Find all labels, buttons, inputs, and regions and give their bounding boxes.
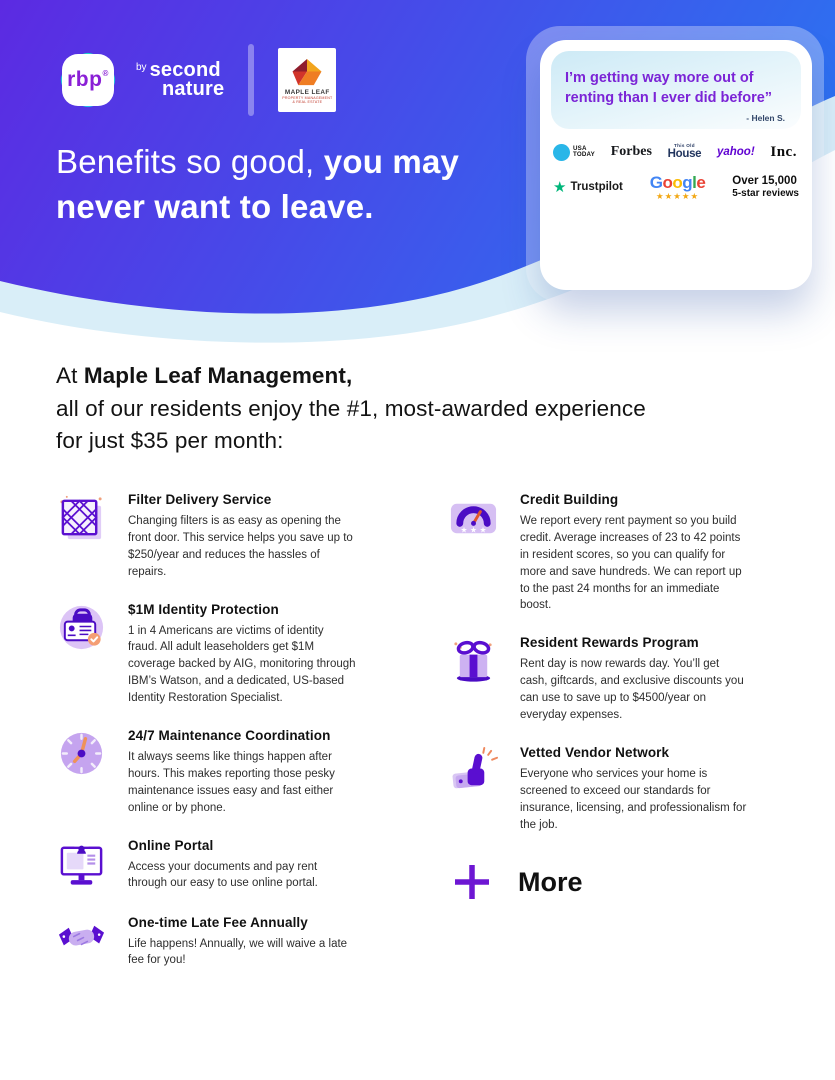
- review-count: Over 15,000 5-star reviews: [732, 174, 799, 200]
- google-reviews-logo: Google ★★★★★: [650, 174, 706, 202]
- benefits-column-right: ★ ★ ★ Credit Building We report every re…: [448, 492, 758, 902]
- intro-brand-name: Maple Leaf Management,: [83, 363, 353, 388]
- by-label: by: [136, 62, 147, 73]
- rbp-logo-inner: rbp®: [62, 54, 114, 106]
- svg-text:★ ★ ★: ★ ★ ★: [460, 526, 486, 535]
- usa-today-text: USA TODAY: [573, 144, 595, 159]
- benefit-title: Filter Delivery Service: [128, 492, 272, 507]
- more-label: More: [518, 866, 583, 897]
- gift-icon: [448, 635, 499, 724]
- benefit-title: One-time Late Fee Annually: [128, 914, 308, 930]
- more-benefits: More: [448, 862, 758, 902]
- benefit-body: Access your documents and pay rent throu…: [128, 860, 318, 890]
- quote-area: I’m getting way more out of renting than …: [551, 51, 801, 129]
- media-logos-row: USA TODAY Forbes This Old House yahoo! In…: [551, 129, 801, 161]
- headline-bold-1: you may: [323, 143, 460, 180]
- trustpilot-star-icon: ★: [553, 178, 567, 197]
- testimonial-card: I’m getting way more out of renting than …: [540, 40, 812, 290]
- yahoo-logo: yahoo!: [716, 146, 755, 159]
- benefit-body: Everyone who services your home is scree…: [520, 767, 747, 831]
- second-nature-logo: by second nature: [136, 59, 225, 100]
- testimonial-attribution: - Helen S.: [746, 112, 785, 123]
- benefit-filter-delivery: Filter Delivery Service Changing filters…: [56, 492, 366, 581]
- id-card-lock-icon: [56, 602, 107, 707]
- air-filter-icon: [56, 492, 107, 581]
- clock-icon: [56, 728, 107, 817]
- five-stars-icon: ★★★★★: [656, 191, 700, 202]
- benefit-body: We report every rent payment so you buil…: [520, 515, 742, 612]
- maple-leaf-name: MAPLE LEAF: [284, 89, 330, 96]
- this-old-house-logo: This Old House: [667, 143, 702, 160]
- headline-bold-2: never want to leave.: [56, 188, 374, 226]
- maple-leaf-subtitle-1: PROPERTY MANAGEMENT: [282, 96, 333, 100]
- usa-today-circle-icon: [553, 143, 570, 161]
- trustpilot-logo: ★ Trustpilot: [553, 178, 623, 197]
- plus-icon: [455, 865, 489, 900]
- benefit-title: Credit Building: [520, 492, 619, 507]
- benefit-online-portal: Online Portal Access your documents and …: [56, 838, 366, 894]
- brand-row: rbp® by second nature MAPLE LEAF PROPERTY…: [55, 44, 337, 116]
- forbes-logo: Forbes: [610, 144, 652, 160]
- benefits-column-left: Filter Delivery Service Changing filters…: [56, 492, 366, 992]
- benefit-body: Life happens! Annually, we will waive a …: [128, 937, 348, 967]
- review-logos-row: ★ Trustpilot Google ★★★★★ Over 15,000 5-…: [551, 161, 801, 202]
- benefit-body: Rent day is now rewards day. You’ll get …: [520, 658, 744, 722]
- benefit-vendor-network: Vetted Vendor Network Everyone who servi…: [448, 745, 758, 834]
- benefit-title: $1M Identity Protection: [128, 601, 279, 617]
- second-nature-line1: second: [149, 59, 221, 81]
- headline: Benefits so good, you may never want to …: [56, 139, 526, 229]
- benefit-title: Online Portal: [128, 837, 214, 853]
- rbp-logo: rbp®: [55, 47, 121, 113]
- benefit-title: Resident Rewards Program: [520, 635, 699, 651]
- testimonial-quote: I’m getting way more out of renting than …: [565, 70, 773, 107]
- brand-separator: [248, 44, 255, 116]
- registered-mark: ®: [102, 69, 109, 78]
- rbp-logo-text: rbp®: [67, 68, 109, 91]
- credit-gauge-icon: ★ ★ ★: [448, 492, 499, 614]
- benefit-late-fee: One-time Late Fee Annually Life happens!…: [56, 915, 366, 971]
- benefit-body: 1 in 4 Americans are victims of identity…: [128, 624, 356, 705]
- handshake-icon: [56, 915, 107, 971]
- benefit-body: Changing filters is as easy as opening t…: [128, 515, 353, 578]
- benefit-title: Vetted Vendor Network: [520, 744, 670, 760]
- google-logo: Google: [649, 172, 706, 192]
- benefit-credit-building: ★ ★ ★ Credit Building We report every re…: [448, 492, 758, 614]
- inc-logo: Inc.: [770, 143, 797, 160]
- monitor-icon: [56, 838, 107, 894]
- benefit-title: 24/7 Maintenance Coordination: [128, 728, 331, 744]
- usa-today-logo: USA TODAY: [553, 143, 595, 161]
- thumbs-up-icon: [448, 745, 499, 834]
- benefit-maintenance: 24/7 Maintenance Coordination It always …: [56, 728, 366, 817]
- maple-leaf-house-icon: [292, 58, 322, 86]
- benefit-body: It always seems like things happen after…: [128, 751, 335, 814]
- benefit-identity-protection: $1M Identity Protection 1 in 4 Americans…: [56, 602, 366, 707]
- intro-text: At Maple Leaf Management, all of our res…: [56, 363, 646, 454]
- headline-regular: Benefits so good,: [56, 143, 324, 180]
- maple-leaf-logo: MAPLE LEAF PROPERTY MANAGEMENT & REAL ES…: [278, 48, 337, 112]
- maple-leaf-subtitle-2: & REAL ESTATE: [292, 100, 323, 104]
- second-nature-line2: nature: [162, 78, 225, 100]
- benefit-rewards-program: Resident Rewards Program Rent day is now…: [448, 635, 758, 724]
